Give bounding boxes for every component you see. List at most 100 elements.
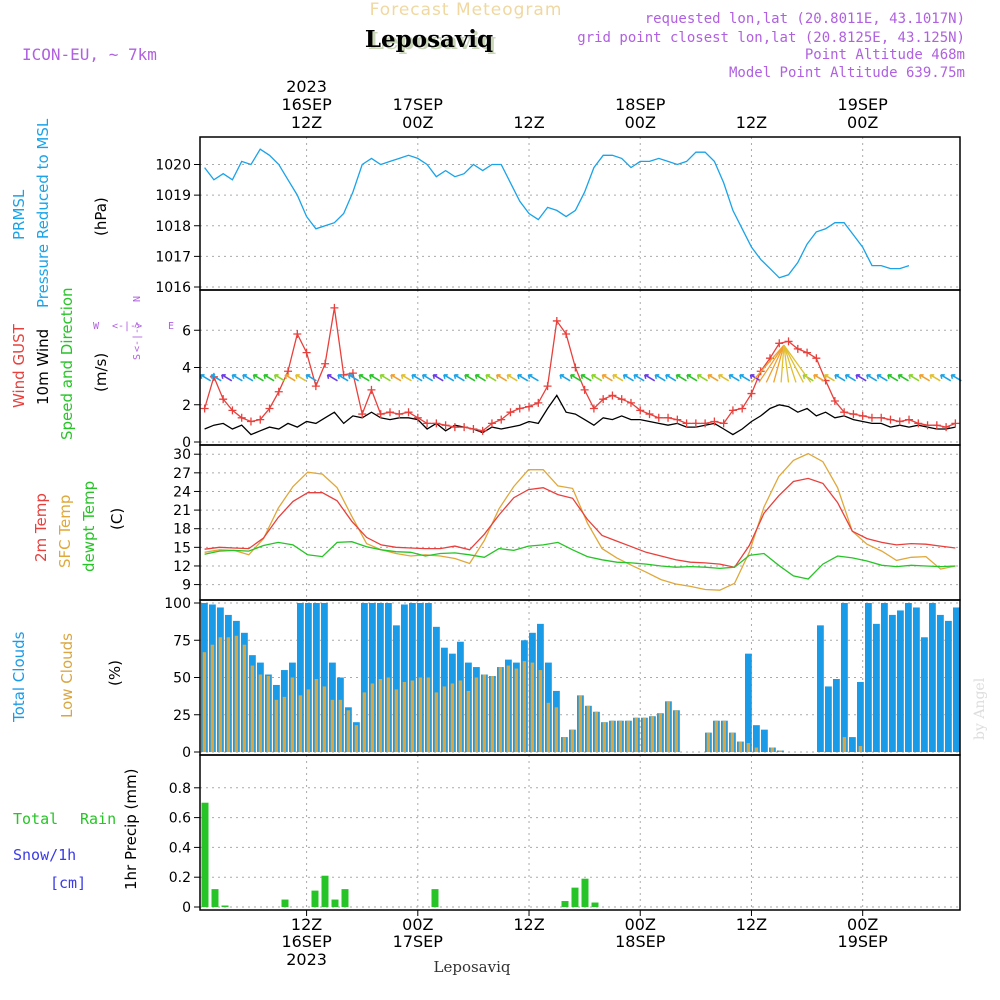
total-cloud-bar bbox=[409, 603, 416, 752]
gust-marker bbox=[237, 413, 246, 422]
top-date-label: 17SEP bbox=[393, 95, 444, 114]
time-axis: 202316SEP12Z12Z16SEP202317SEP00Z00Z17SEP… bbox=[281, 77, 888, 969]
rain-bar bbox=[341, 889, 349, 907]
total-clouds-label: Total Clouds bbox=[10, 631, 28, 723]
low-cloud-bar bbox=[314, 678, 319, 752]
y-tick-label: 0 bbox=[182, 900, 191, 916]
low-cloud-bar bbox=[650, 716, 655, 752]
gust-marker bbox=[803, 348, 812, 357]
low-cloud-bar bbox=[458, 680, 463, 752]
gust-marker bbox=[302, 348, 311, 357]
gust-marker bbox=[432, 419, 441, 428]
gust-marker bbox=[877, 413, 886, 422]
gust-marker bbox=[487, 419, 496, 428]
wind-arrow bbox=[718, 374, 730, 382]
gust-marker bbox=[580, 385, 589, 394]
wind-arrow bbox=[453, 374, 465, 382]
bottom-hour-label: 00Z bbox=[847, 915, 878, 934]
gust-marker bbox=[738, 404, 747, 413]
sfc-temp-line bbox=[204, 452, 956, 591]
chart-title: Forecast Meteogram bbox=[370, 0, 563, 20]
gust-marker bbox=[348, 369, 357, 378]
gust-marker bbox=[858, 411, 867, 420]
gust-marker bbox=[478, 426, 487, 435]
total-cloud-bar bbox=[313, 603, 320, 752]
gust-marker bbox=[256, 415, 265, 424]
y-tick-label: 27 bbox=[173, 466, 191, 482]
wind-arrow bbox=[887, 374, 899, 382]
wind-arrow bbox=[506, 374, 518, 382]
gust-marker bbox=[645, 410, 654, 419]
wind-arrow bbox=[580, 374, 592, 382]
low-cloud-bar bbox=[362, 692, 367, 752]
low-cloud-bar bbox=[506, 665, 511, 752]
gust-marker bbox=[636, 406, 645, 415]
wind-arrow bbox=[559, 374, 571, 382]
gust-marker bbox=[608, 391, 617, 400]
direction-label: Speed and Direction bbox=[58, 287, 76, 440]
low-cloud-bar bbox=[394, 689, 399, 752]
gust-marker bbox=[942, 423, 951, 432]
gust-marker bbox=[395, 410, 404, 419]
wind-arrow bbox=[633, 374, 645, 382]
gust-marker bbox=[654, 413, 663, 422]
low-cloud-bar bbox=[522, 661, 527, 752]
panel-frame bbox=[199, 754, 961, 911]
wind-arrow bbox=[295, 374, 307, 382]
low-cloud-bar bbox=[338, 699, 343, 752]
wind-arrow bbox=[844, 374, 857, 382]
gust-marker bbox=[330, 303, 339, 312]
panel-2: 0 2 4 6 bbox=[182, 290, 962, 451]
gust-marker bbox=[311, 382, 320, 391]
wind-arrow bbox=[305, 374, 317, 382]
low-cloud-bar bbox=[538, 670, 543, 752]
gust-marker bbox=[673, 415, 682, 424]
wind-arrow bbox=[908, 374, 920, 382]
panel-5: 0 0.2 0.4 0.6 0.8 bbox=[169, 755, 960, 916]
wind-arrow bbox=[517, 374, 529, 382]
wind-arrow bbox=[783, 344, 812, 383]
low-cloud-bar bbox=[618, 720, 623, 752]
gust-marker bbox=[895, 417, 904, 426]
low-cloud-bar bbox=[274, 699, 279, 752]
y-tick-label: 25 bbox=[173, 708, 191, 724]
wind-arrow bbox=[421, 374, 434, 382]
low-cloud-bar bbox=[290, 677, 295, 752]
rain-bar bbox=[201, 802, 209, 907]
y-tick-label: 21 bbox=[173, 503, 191, 519]
low-cloud-bar bbox=[442, 686, 447, 752]
low-cloud-bar bbox=[418, 677, 423, 752]
wind-arrow bbox=[379, 374, 391, 382]
wind-arrow bbox=[929, 374, 941, 382]
prmsl-label: PRMSL bbox=[10, 189, 28, 240]
rain-bar bbox=[581, 878, 589, 907]
gust-marker bbox=[200, 404, 209, 413]
watermark: by Angel bbox=[972, 677, 988, 740]
low-cloud-bar bbox=[370, 683, 375, 752]
low-cloud-bar bbox=[706, 732, 711, 752]
rain-bar bbox=[561, 901, 569, 907]
low-cloud-bar bbox=[482, 674, 487, 752]
gust-marker bbox=[367, 385, 376, 394]
wind-arrow bbox=[750, 344, 785, 383]
low-cloud-bar bbox=[626, 720, 631, 752]
total-cloud-bar bbox=[897, 610, 904, 752]
y-tick-label: 100 bbox=[164, 596, 191, 612]
wind-arrow bbox=[358, 374, 370, 382]
pressure-line bbox=[204, 148, 910, 279]
low-cloud-bar bbox=[738, 741, 743, 752]
gust-marker bbox=[905, 415, 914, 424]
total-cloud-bar bbox=[841, 603, 848, 752]
low-cloud-bar bbox=[466, 690, 471, 752]
gust-marker bbox=[358, 410, 367, 419]
bottom-date-label: 17SEP bbox=[393, 932, 444, 951]
bottom-hour-label: 12Z bbox=[291, 915, 322, 934]
wind-arrow bbox=[464, 374, 476, 382]
gust-marker bbox=[386, 408, 394, 417]
footer-location: Leposaviq bbox=[434, 958, 511, 976]
wind-arrow bbox=[665, 374, 677, 382]
total-cloud-bar bbox=[905, 603, 912, 752]
top-date-label: 16SEP bbox=[281, 95, 332, 114]
gust-marker bbox=[589, 404, 598, 413]
